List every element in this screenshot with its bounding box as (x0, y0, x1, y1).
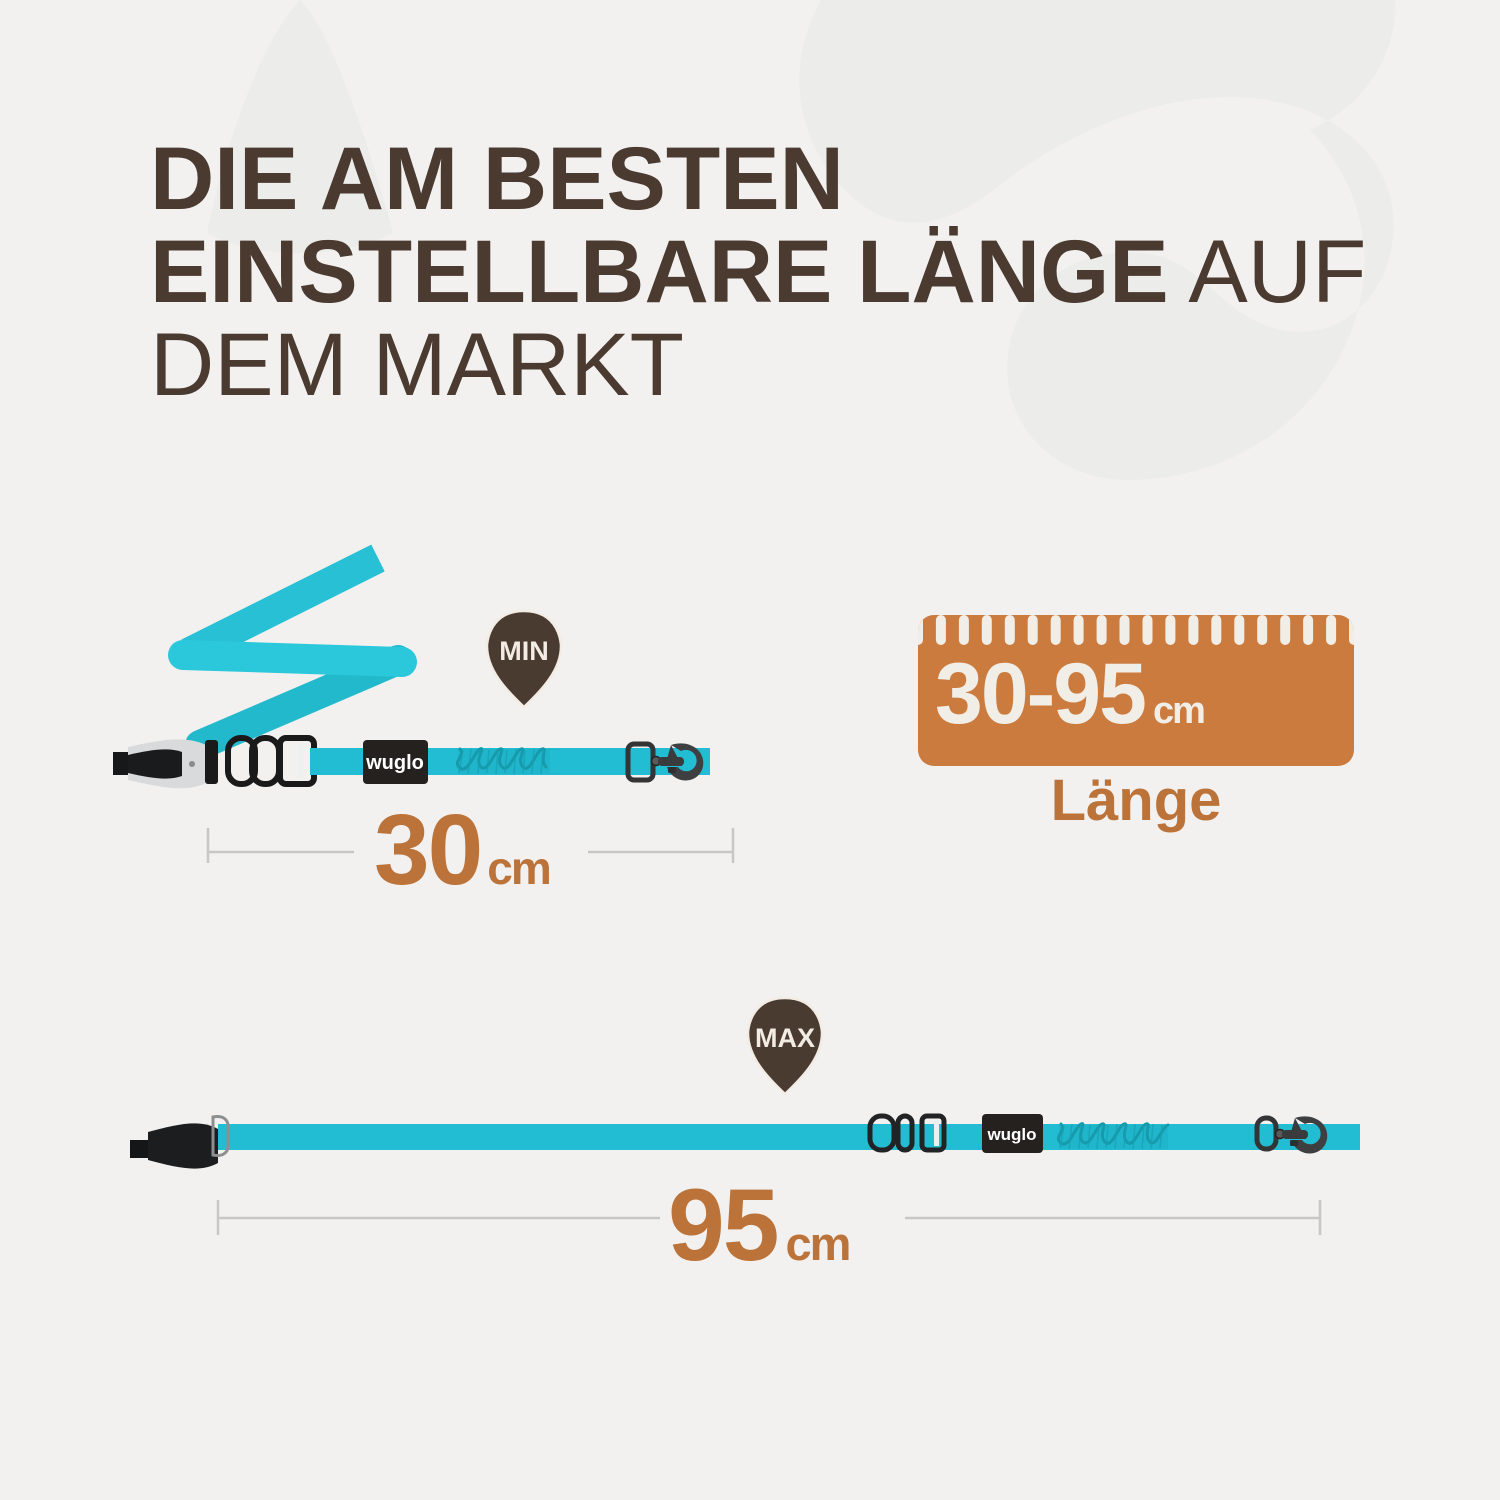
svg-text:MAX: MAX (755, 1023, 815, 1053)
